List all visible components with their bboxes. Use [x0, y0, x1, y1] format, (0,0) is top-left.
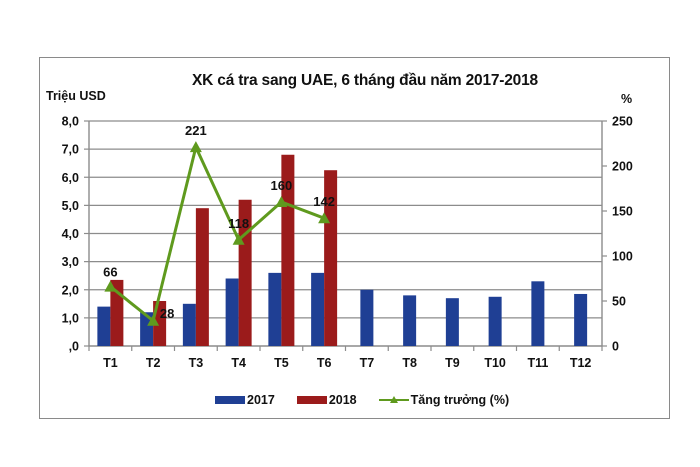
bar-2017 [360, 289, 374, 346]
y2-tick-label: 100 [612, 250, 633, 264]
y-axis-left-label: Triệu USD [46, 89, 106, 103]
bar-2017 [403, 295, 417, 346]
bar-2017 [574, 293, 588, 346]
triangle-marker-icon [104, 280, 117, 292]
data-label: 221 [185, 123, 207, 138]
x-tick-label: T2 [146, 356, 161, 370]
y2-tick-label: 0 [612, 340, 619, 354]
triangle-marker-icon [275, 196, 288, 207]
y2-tick-label: 200 [612, 160, 633, 174]
legend-item-growth: Tăng trưởng (%) [378, 393, 510, 407]
legend-item-2018: 2018 [296, 393, 357, 407]
x-tick-label: T7 [360, 356, 375, 370]
data-label: 160 [271, 178, 293, 193]
legend-label-2018: 2018 [328, 393, 357, 407]
y-tick-label: 1,0 [62, 311, 79, 325]
x-tick-label: T1 [103, 356, 118, 370]
x-tick-label: T3 [189, 356, 204, 370]
y2-tick-label: 250 [612, 115, 633, 129]
y-tick-label: 5,0 [62, 199, 79, 213]
x-tick-label: T12 [570, 356, 592, 370]
bar-2017 [97, 306, 111, 346]
x-tick-label: T8 [402, 356, 417, 370]
bar-2017 [445, 298, 459, 346]
y-tick-label: ,0 [69, 340, 79, 354]
triangle-marker-icon [189, 141, 202, 153]
triangle-marker-icon [318, 212, 331, 224]
x-tick-label: T11 [527, 356, 548, 370]
y-tick-label: 4,0 [62, 227, 79, 241]
x-tick-label: T9 [445, 356, 460, 370]
y-tick-label: 3,0 [62, 255, 79, 269]
data-label: 142 [313, 194, 335, 209]
x-tick-label: T10 [484, 356, 506, 370]
chart-frame [39, 57, 670, 419]
x-tick-label: T5 [274, 356, 289, 370]
bar-2017 [225, 278, 239, 346]
bar-2018 [324, 170, 338, 346]
x-tick-label: T6 [317, 356, 332, 370]
y-axis-right-label: % [621, 92, 633, 106]
data-label: 28 [160, 306, 174, 321]
x-tick-label: T4 [231, 356, 246, 370]
bar-2017 [311, 272, 325, 346]
bar-2017 [531, 281, 545, 346]
bar-2018 [195, 208, 209, 346]
y2-tick-label: 50 [612, 295, 626, 309]
bar-2017 [488, 296, 502, 346]
legend: 2017 2018 Tăng trưởng (%) [215, 393, 531, 407]
triangle-marker-icon [147, 314, 160, 326]
legend-swatch-2018 [296, 396, 327, 404]
growth-line [109, 142, 325, 324]
chart-title: XK cá tra sang UAE, 6 tháng đầu năm 2017… [192, 72, 538, 89]
data-label: 66 [103, 265, 117, 280]
bar-2017 [140, 312, 154, 346]
data-label: 118 [228, 216, 249, 231]
y-tick-label: 7,0 [62, 143, 79, 157]
triangle-marker-icon [232, 233, 245, 245]
legend-item-2017: 2017 [215, 393, 275, 407]
bar-2017 [268, 272, 282, 346]
bar-2018 [110, 279, 124, 346]
legend-line-triangle-icon [378, 395, 409, 405]
legend-swatch-2017 [215, 396, 245, 404]
bar-2017 [182, 303, 196, 346]
y-tick-label: 6,0 [62, 171, 79, 185]
y-tick-label: 2,0 [62, 283, 79, 297]
y-tick-label: 8,0 [62, 115, 79, 129]
y2-tick-label: 150 [612, 205, 633, 219]
legend-label-growth: Tăng trưởng (%) [410, 393, 510, 407]
legend-label-2017: 2017 [247, 393, 275, 407]
